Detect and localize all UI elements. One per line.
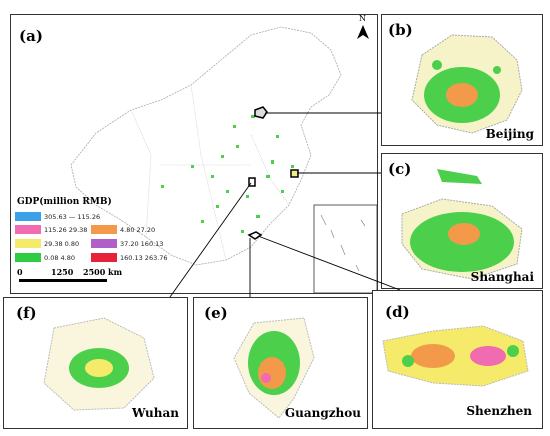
south-sea-inset [313,204,377,293]
north-arrow-icon [357,25,369,39]
legend-item-1: 4.80 27.20 [91,225,155,234]
china-outline [70,26,342,266]
panel-f-label: (f) [16,304,37,322]
panel-e-label: (e) [204,304,228,322]
legend-item-6: 0.08 4.80 [15,253,75,262]
legend-item-2: 115.26 29.38 [15,225,87,234]
north-label: N [359,14,366,23]
beijing-marker [254,106,268,119]
legend-swatch [15,212,41,221]
panel-b-label: (b) [388,21,413,39]
legend-swatch [91,253,117,262]
panel-d-shenzhen: (d) Shenzhen [372,290,543,429]
legend-item-0: 305.63 — 115.26 [15,212,100,221]
legend-item-3: 37.20 160.13 [91,239,163,248]
legend-swatch [91,225,117,234]
scale-mid: 1250 [51,267,74,277]
panel-e-guangzhou: (e) Guangzhou [193,297,368,429]
scale-end: 2500 km [83,267,123,277]
legend-swatch [15,225,41,234]
panel-a-china-map: (a) N GDP(million RMB) 305.63 — 115.26 4… [10,14,378,294]
scale-bar [19,279,107,282]
legend-title: GDP(million RMB) [17,197,112,207]
legend-swatch [15,239,41,248]
guangzhou-marker [247,231,263,240]
china-map-svg [70,25,377,293]
city-beijing: Beijing [485,127,534,141]
city-wuhan: Wuhan [132,406,179,420]
shanghai-marker [290,169,299,178]
wuhan-marker [248,177,256,187]
panel-b-beijing: (b) Beijing [381,14,543,146]
scale-zero: 0 [17,267,23,277]
city-guangzhou: Guangzhou [284,406,361,420]
legend-swatch [91,239,117,248]
legend-swatch [15,253,41,262]
panel-c-shanghai: (c) Shanghai [381,153,543,289]
city-shenzhen: Shenzhen [466,404,532,418]
panel-d-label: (d) [385,303,410,321]
panel-a-label: (a) [19,27,43,45]
city-shanghai: Shanghai [470,270,534,284]
legend-item-5: 160.13 263.76 [91,253,168,262]
gdp-dots [161,115,294,233]
panel-c-label: (c) [388,160,412,178]
panel-f-wuhan: (f) Wuhan [3,297,188,429]
legend-item-4: 29.38 0.80 [15,239,79,248]
